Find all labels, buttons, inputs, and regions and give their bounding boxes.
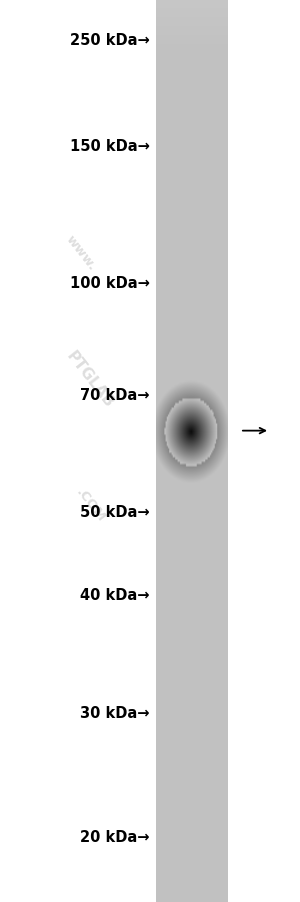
Text: 50 kDa→: 50 kDa→ — [80, 505, 150, 520]
Text: PTGLAB: PTGLAB — [63, 348, 117, 410]
Text: 70 kDa→: 70 kDa→ — [80, 388, 150, 402]
Text: 250 kDa→: 250 kDa→ — [70, 33, 150, 48]
Text: 40 kDa→: 40 kDa→ — [80, 587, 150, 602]
Text: 150 kDa→: 150 kDa→ — [70, 139, 150, 153]
Text: 100 kDa→: 100 kDa→ — [70, 276, 150, 290]
Text: 30 kDa→: 30 kDa→ — [80, 705, 150, 720]
Text: 20 kDa→: 20 kDa→ — [80, 830, 150, 844]
Text: www.: www. — [63, 233, 99, 272]
Text: .COM: .COM — [73, 485, 107, 525]
